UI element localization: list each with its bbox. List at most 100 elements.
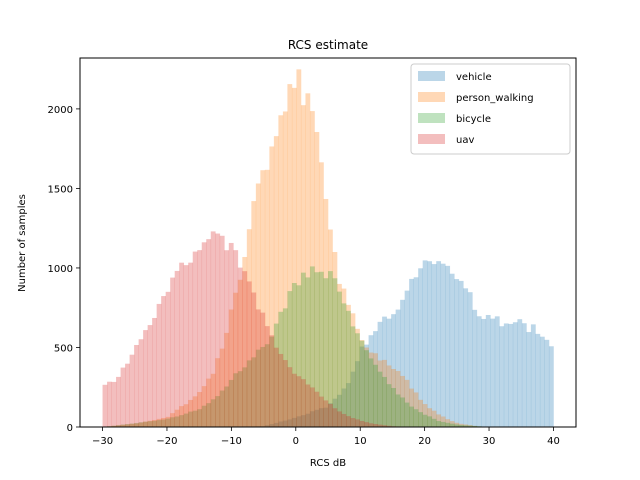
histogram-bar: [251, 357, 257, 427]
histogram-bar: [197, 250, 203, 427]
histogram-bar: [246, 360, 252, 427]
histogram-bar: [341, 288, 347, 427]
histogram-bar: [300, 415, 306, 427]
histogram-bar: [206, 239, 212, 427]
histogram-bar: [373, 353, 378, 427]
histogram-bar: [391, 387, 396, 427]
histogram-bar: [188, 399, 194, 427]
histogram-bar: [368, 358, 374, 427]
histogram-bar: [192, 410, 198, 427]
histogram-bar: [264, 425, 270, 427]
histogram-bar: [296, 416, 302, 427]
histogram-bar: [120, 367, 126, 427]
histogram-bar: [404, 290, 410, 427]
histogram-bar: [309, 111, 315, 428]
y-axis-label: Number of samples: [17, 194, 28, 292]
histogram-bar: [467, 292, 473, 427]
legend-swatch-person_walking: [418, 92, 445, 102]
histogram-bar: [467, 425, 473, 427]
histogram-bar: [183, 265, 189, 427]
histogram-bar: [386, 318, 392, 427]
histogram-bar: [364, 344, 369, 427]
histogram-bar: [264, 169, 270, 427]
histogram-bar: [215, 358, 221, 427]
histogram-bar: [210, 231, 216, 427]
histogram-bar: [287, 367, 293, 427]
histogram-bar: [282, 111, 288, 427]
histogram-bar: [386, 425, 392, 427]
histogram-bar: [188, 411, 194, 427]
histogram-bar: [355, 333, 360, 427]
histogram-bar: [278, 311, 284, 427]
histogram-bar: [305, 413, 311, 427]
histogram-bar: [391, 368, 396, 427]
histogram-bar: [296, 376, 302, 427]
histogram-bar: [224, 386, 230, 427]
histogram-bar: [346, 310, 351, 427]
histogram-bar: [530, 324, 536, 427]
histogram-bar: [291, 417, 297, 427]
histogram-bar: [364, 347, 369, 427]
histogram-bar: [305, 93, 311, 427]
histogram-bar: [350, 313, 356, 427]
histogram-bar: [138, 422, 144, 427]
histogram-bar: [147, 325, 153, 427]
histogram-bar: [224, 250, 230, 427]
histogram-bar: [246, 281, 252, 427]
histogram-bar: [138, 339, 144, 427]
histogram-bar: [535, 333, 541, 427]
histogram-bar: [206, 403, 212, 427]
histogram-bar: [174, 409, 180, 427]
histogram-bar: [251, 292, 257, 427]
histogram-bar: [503, 323, 509, 427]
histogram-bar: [237, 371, 243, 427]
histogram-bar: [147, 421, 153, 427]
histogram-bar: [467, 425, 473, 427]
histogram-bar: [395, 370, 401, 427]
histogram-bar: [337, 411, 342, 427]
histogram-bar: [323, 407, 329, 427]
histogram-bar: [449, 421, 455, 427]
histogram-bar: [224, 332, 230, 427]
histogram-bar: [260, 312, 266, 427]
histogram-bar: [458, 280, 464, 427]
histogram-bar: [309, 387, 315, 427]
histogram-bar: [499, 326, 505, 427]
histogram-bar: [472, 425, 478, 427]
histogram-bar: [174, 270, 180, 427]
histogram-bar: [152, 419, 157, 427]
histogram-bar: [526, 332, 532, 427]
histogram-bar: [152, 420, 157, 427]
histogram-bar: [350, 418, 356, 427]
legend-label-person_walking: person_walking: [456, 93, 534, 104]
histogram-bar: [386, 384, 392, 427]
histogram-bar: [125, 363, 130, 427]
histogram-bar: [449, 273, 455, 427]
histogram-bar: [332, 278, 338, 427]
histogram-bar: [242, 256, 248, 427]
histogram-bar: [309, 411, 315, 427]
histogram-bar: [138, 422, 144, 427]
histogram-bar: [463, 425, 469, 427]
legend-swatch-bicycle: [418, 113, 445, 123]
histogram-bar: [282, 420, 288, 427]
histogram-bar: [197, 409, 203, 427]
histogram-bar: [314, 391, 320, 427]
histogram-bar: [458, 424, 464, 427]
histogram-bar: [359, 340, 365, 427]
histogram-bar: [161, 419, 166, 427]
histogram-bar: [282, 308, 288, 427]
histogram-bar: [409, 406, 414, 427]
histogram-bar: [120, 424, 126, 427]
histogram-bar: [377, 371, 383, 427]
histogram-bar: [170, 417, 175, 427]
histogram-bar: [183, 404, 189, 427]
histogram-bar: [201, 386, 207, 427]
histogram-bar: [170, 413, 175, 427]
histogram-bar: [161, 296, 166, 427]
histogram-bar: [436, 261, 442, 427]
x-tick-label: −10: [221, 436, 242, 447]
histogram-bar: [134, 422, 139, 427]
histogram-bar: [346, 383, 351, 427]
histogram-bar: [346, 416, 351, 427]
